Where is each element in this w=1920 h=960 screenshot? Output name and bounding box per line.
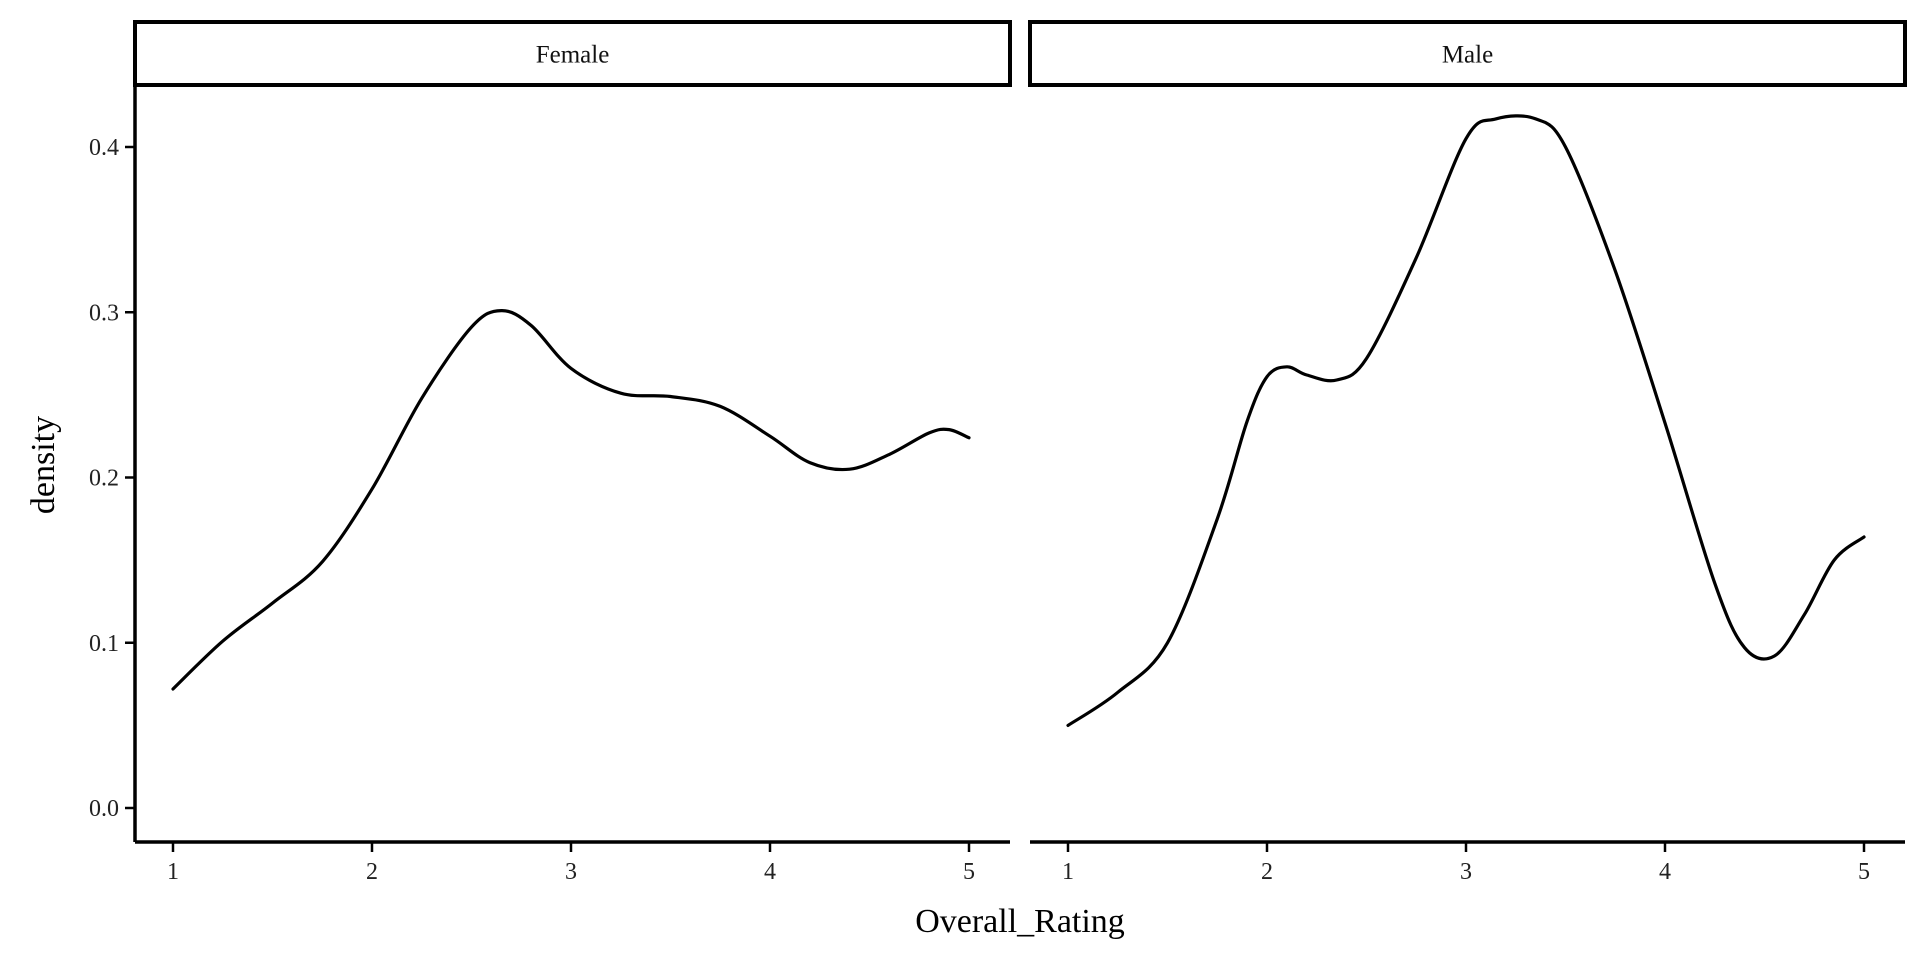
y-tick-label: 0.4: [89, 135, 119, 161]
facet-strip-label: Male: [1442, 42, 1493, 69]
facets-layer: Female 1 2 3 4 5 0.0 0.1 0.2 0.3 0.4 Male 1 2 3 4 5: [89, 20, 1907, 885]
y-tick-label: 0.1: [89, 631, 119, 657]
facet-panel-male: Male 1 2 3 4 5: [1028, 20, 1907, 885]
x-axis-title: Overall_Rating: [915, 903, 1125, 940]
facet-strip-label: Female: [536, 42, 610, 69]
y-tick-label: 0.2: [89, 466, 119, 492]
density-line-male: [1066, 114, 1866, 727]
y-axis-title: density: [25, 416, 62, 514]
x-tick-label: 5: [963, 859, 975, 885]
y-tick-label: 0.0: [89, 796, 119, 822]
x-tick-label: 2: [1261, 859, 1273, 885]
x-tick-label: 3: [565, 859, 577, 885]
x-tick-label: 1: [1062, 859, 1074, 885]
x-tick-label: 2: [366, 859, 378, 885]
facet-strip: [133, 20, 1012, 87]
y-tick-label: 0.3: [89, 300, 119, 326]
density-line-female: [171, 308, 971, 691]
x-tick-label: 5: [1858, 859, 1870, 885]
x-tick-label: 1: [167, 859, 179, 885]
facet-panel-female: Female 1 2 3 4 5 0.0 0.1 0.2 0.3 0.4: [89, 20, 1012, 885]
x-tick-label: 3: [1460, 859, 1472, 885]
x-tick-label: 4: [1659, 859, 1671, 885]
facet-strip: [1028, 20, 1907, 87]
x-tick-label: 4: [764, 859, 776, 885]
